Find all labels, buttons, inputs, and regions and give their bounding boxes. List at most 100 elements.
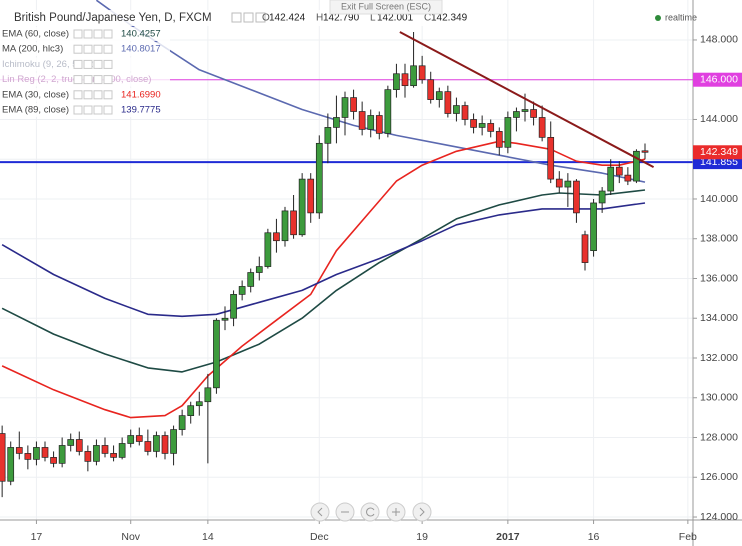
y-tick-label: 140.000	[700, 193, 738, 205]
icon-button[interactable]	[93, 44, 103, 54]
candle-body	[393, 73, 400, 90]
candle-body	[298, 178, 306, 236]
candle-body	[213, 319, 220, 389]
candle-body	[375, 115, 383, 134]
icon-button[interactable]	[73, 90, 83, 100]
candle-body	[461, 105, 469, 120]
icon-button[interactable]	[103, 44, 113, 54]
icon-button[interactable]	[103, 29, 113, 39]
candle-body	[281, 210, 289, 242]
candle-body	[564, 180, 572, 188]
icon-button[interactable]	[93, 105, 103, 115]
ohlc-key: L	[370, 13, 376, 24]
candle-body	[513, 111, 520, 118]
candle-body	[444, 91, 452, 114]
y-tick-label: 148.000	[700, 34, 738, 46]
candle-body	[110, 453, 117, 458]
trendline	[399, 31, 655, 169]
icon-button[interactable]	[93, 29, 103, 39]
icon-button[interactable]	[103, 59, 113, 69]
candle-body	[187, 405, 195, 416]
icon-button[interactable]	[83, 90, 93, 100]
legend-name: MA (200, hlc3)	[2, 44, 63, 55]
icon-button[interactable]	[103, 75, 113, 85]
candle-body	[324, 127, 332, 144]
candle-body	[135, 435, 143, 442]
candle-body	[367, 115, 375, 130]
indicator-line	[1, 140, 646, 419]
candle-body	[118, 443, 126, 458]
candle-body	[410, 65, 417, 87]
price-label: 146.000	[700, 73, 738, 85]
candle-body	[581, 234, 589, 263]
candle-body	[427, 79, 435, 100]
icon-button[interactable]	[93, 75, 103, 85]
candle-body	[435, 91, 443, 100]
candle-body	[75, 439, 83, 452]
ohlc-value: 142.349	[431, 13, 468, 24]
fullscreen-text: Exit Full Screen (ESC)	[341, 1, 431, 11]
icon	[419, 507, 425, 517]
candle-body	[624, 174, 632, 182]
icon-button[interactable]	[73, 29, 83, 39]
candle-body	[7, 447, 15, 482]
icon-button[interactable]	[73, 59, 83, 69]
y-tick-label: 128.000	[700, 431, 738, 443]
candle-body	[204, 387, 212, 403]
icon-button[interactable]	[83, 29, 93, 39]
candle-body	[50, 457, 57, 464]
scroll-left-button[interactable]	[310, 502, 330, 522]
candle-body	[315, 142, 323, 214]
icon-button	[243, 12, 254, 23]
candle-body	[67, 439, 75, 446]
icon-button[interactable]	[73, 105, 83, 115]
legend-name: Ichimoku (9, 26, 52, 26)	[2, 59, 102, 70]
icon-button[interactable]	[73, 44, 83, 54]
candle-body	[504, 117, 512, 148]
candle-body	[333, 117, 340, 128]
ohlc-key: C	[424, 13, 431, 24]
icon-button[interactable]	[83, 59, 93, 69]
x-tick-label: 19	[416, 531, 428, 543]
price-label-box	[693, 145, 742, 160]
fullscreen-tab[interactable]	[329, 0, 443, 15]
candle-body	[573, 180, 580, 214]
legend-name: EMA (60, close)	[2, 29, 69, 40]
legend-readout: 140.8017	[121, 44, 161, 55]
candle-body	[221, 317, 229, 321]
candle-body	[521, 109, 529, 112]
price-label: 142.349	[700, 146, 738, 158]
axes: 124.000 126.000 128.000 130.000 132.000 134.0…	[31, 34, 742, 543]
icon-button[interactable]	[73, 75, 83, 85]
candle-body	[487, 123, 495, 132]
icon-button[interactable]	[93, 59, 103, 69]
icon-button[interactable]	[93, 90, 103, 100]
icon-button[interactable]	[83, 105, 93, 115]
x-tick-label: 16	[588, 531, 600, 543]
icon-button[interactable]	[103, 105, 113, 115]
icon-button[interactable]	[83, 75, 93, 85]
icon-button	[255, 12, 266, 23]
icon-button[interactable]	[83, 44, 93, 54]
candle-body	[93, 445, 100, 462]
y-tick-label: 134.000	[700, 312, 738, 324]
candle-body	[178, 415, 186, 430]
y-tick-label: 138.000	[700, 233, 738, 245]
candle-body	[161, 435, 169, 454]
indicator-line	[95, 0, 646, 183]
y-tick-label: 124.000	[700, 511, 738, 523]
legend-name: EMA (30, close)	[2, 89, 69, 100]
icon	[366, 507, 375, 517]
candle-body	[170, 429, 177, 454]
candle-body	[453, 105, 460, 114]
candle-body	[538, 117, 546, 138]
scroll-right-button[interactable]	[412, 502, 432, 522]
candle-body	[384, 89, 392, 134]
x-tick-label: Feb	[679, 531, 697, 543]
candle-body	[598, 190, 606, 204]
candle-body	[290, 210, 297, 236]
icon-button[interactable]	[103, 90, 113, 100]
reset-button[interactable]	[360, 502, 380, 522]
indicator-line	[1, 189, 646, 373]
